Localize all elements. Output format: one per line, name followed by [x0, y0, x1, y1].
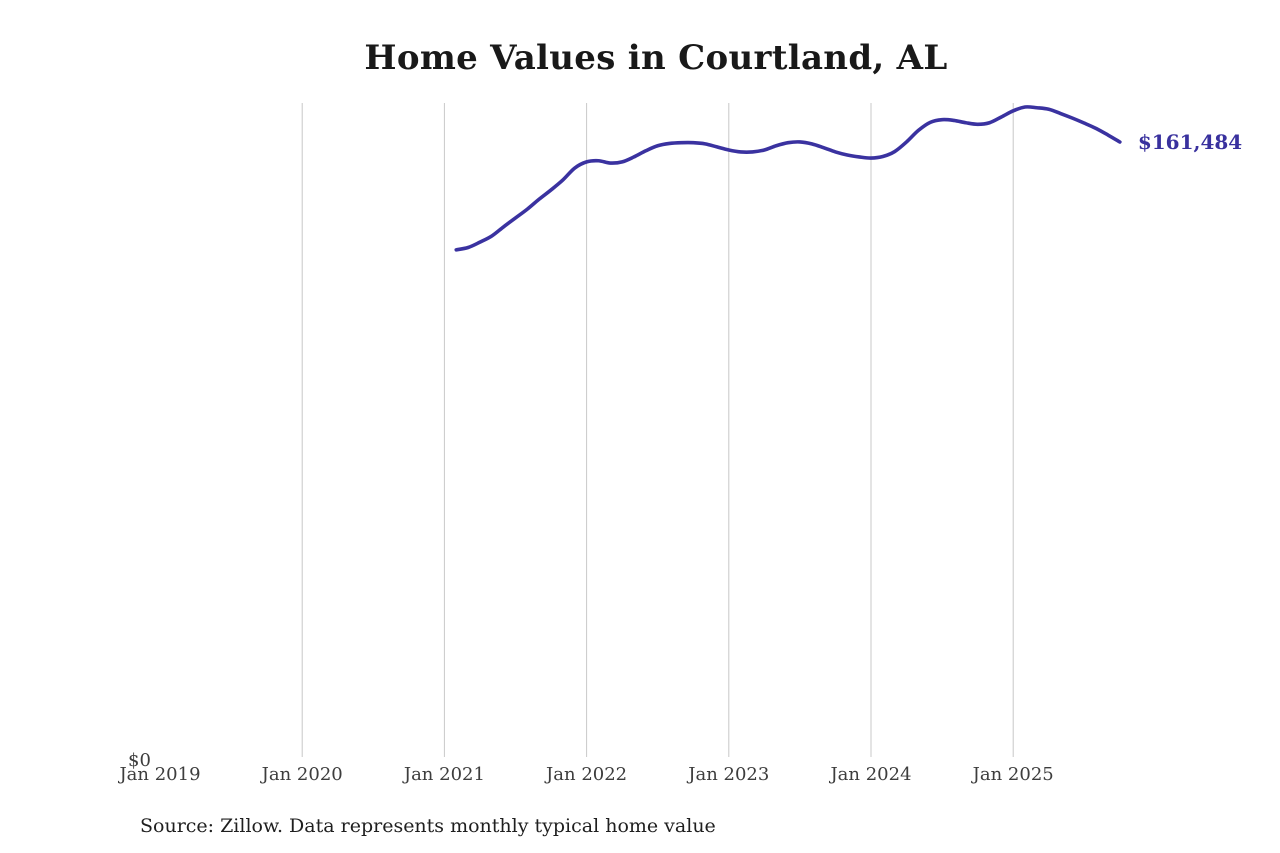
x-tick-label: Jan 2025 — [972, 764, 1054, 785]
vertical-gridlines — [301, 103, 1014, 757]
home-value-line — [454, 105, 1122, 252]
x-tick-label: Jan 2024 — [830, 764, 912, 785]
x-tick-label: Jan 2023 — [688, 764, 770, 785]
chart-title: Home Values in Courtland, AL — [364, 38, 948, 78]
source-note: Source: Zillow. Data represents monthly … — [140, 815, 716, 837]
x-tick-label: Jan 2022 — [546, 764, 628, 785]
x-tick-label: Jan 2020 — [261, 764, 343, 785]
latest-value-label: $161,484 — [1137, 130, 1243, 154]
x-tick-label: Jan 2019 — [119, 764, 201, 785]
x-tick-label: Jan 2021 — [403, 764, 485, 785]
y-axis-zero-label: $0 — [128, 750, 151, 771]
